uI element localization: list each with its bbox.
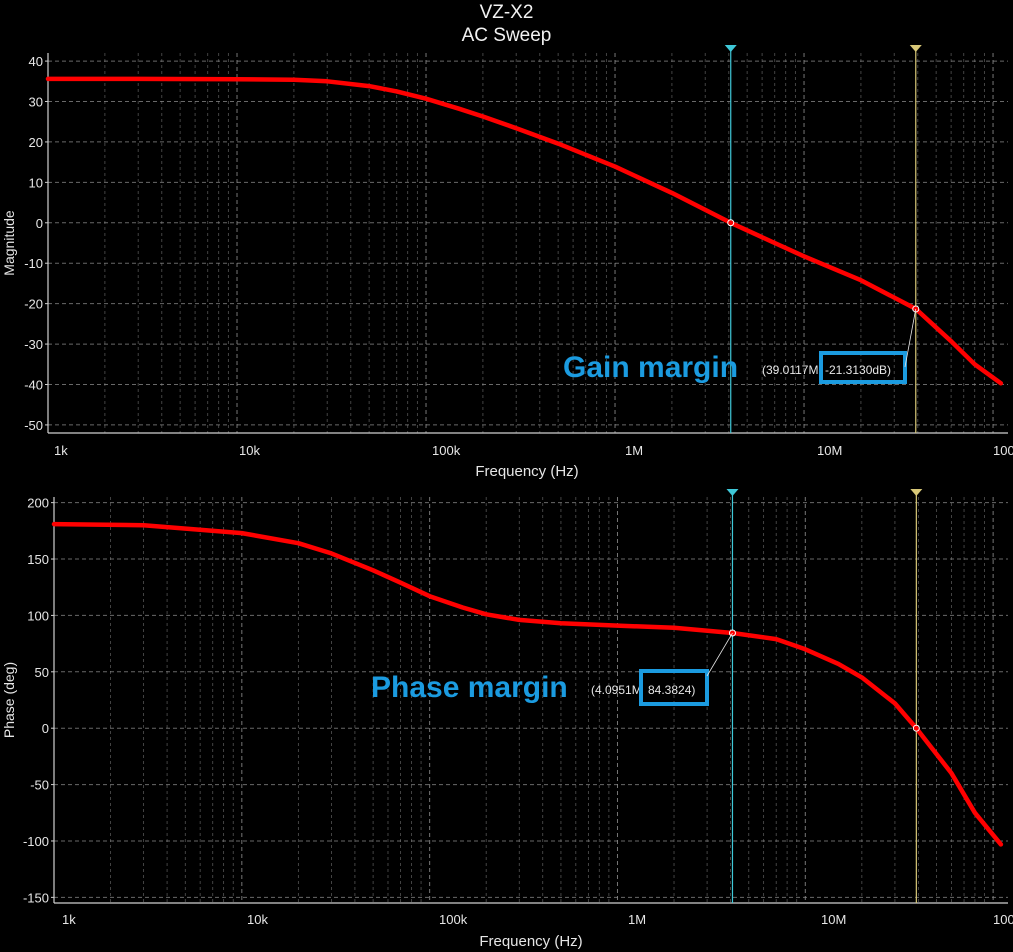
x-tick-label: 100M (993, 443, 1013, 458)
x-tick-label: 1k (54, 443, 68, 458)
cursor-handle-b[interactable] (909, 45, 922, 52)
y-tick-label: -10 (24, 256, 43, 271)
y-tick-label: -100 (23, 834, 49, 849)
y-tick-label: 50 (35, 665, 49, 680)
y-tick-label: 10 (29, 175, 43, 190)
y-tick-label: 0 (42, 721, 49, 736)
y-tick-label: -40 (24, 377, 43, 392)
x-tick-label: 10M (821, 912, 846, 927)
y-tick-label: 200 (27, 496, 49, 511)
data-series-line (45, 76, 1004, 386)
x-tick-label: 100k (439, 912, 468, 927)
x-tick-label: 100M (993, 912, 1013, 927)
y-tick-label: 150 (27, 552, 49, 567)
x-axis-label: Frequency (Hz) (475, 463, 578, 480)
annotation-leader-line (904, 308, 917, 368)
y-axis-label: Phase (deg) (1, 662, 17, 738)
x-tick-label: 100k (432, 443, 461, 458)
annotation-highlight-box (639, 669, 709, 706)
phase-panel: 200 150 100 50 0 -50 -100 -150 1k 10k 100k 1M 10M 100… (1, 489, 1013, 950)
y-tick-label: 0 (36, 216, 43, 231)
data-point-marker (912, 724, 920, 732)
chart-title: VZ-X2 (479, 2, 534, 23)
cursor-handle-a[interactable] (724, 45, 737, 52)
phase-margin-label: Phase margin (371, 671, 568, 704)
annotation-coordinate: (4.0951M (591, 683, 642, 697)
y-axis-label: Magnitude (1, 210, 17, 276)
cursor-handle-a[interactable] (726, 489, 739, 496)
cursor-handle-b[interactable] (910, 489, 923, 496)
x-axis-label: Frequency (Hz) (479, 933, 582, 950)
y-tick-label: -30 (24, 337, 43, 352)
annotation-leader-line (706, 632, 733, 677)
y-tick-label: -50 (24, 418, 43, 433)
y-tick-label: 100 (27, 608, 49, 623)
annotation-highlight-box (819, 351, 907, 384)
x-tick-label: 10M (817, 443, 842, 458)
chart-subtitle: AC Sweep (461, 25, 552, 46)
y-tick-label: -20 (24, 297, 43, 312)
data-point-marker (727, 219, 735, 227)
annotation-value: 84.3824) (648, 683, 695, 697)
data-point-marker (912, 305, 920, 313)
data-series-line (51, 521, 1004, 847)
data-point-marker (728, 629, 736, 637)
x-tick-label: 10k (239, 443, 260, 458)
annotation-coordinate: (39.0117M (762, 363, 818, 377)
gain-margin-label: Gain margin (563, 351, 738, 384)
y-tick-label: 30 (29, 95, 43, 110)
x-tick-label: 1M (628, 912, 646, 927)
x-tick-label: 1k (62, 912, 76, 927)
y-tick-label: -50 (30, 778, 49, 793)
annotation-value: -21.3130dB) (825, 363, 891, 377)
y-tick-label: 20 (29, 135, 43, 150)
y-tick-label: 40 (29, 54, 43, 69)
x-tick-label: 1M (625, 443, 643, 458)
x-tick-label: 10k (247, 912, 268, 927)
y-tick-label: -150 (23, 890, 49, 905)
magnitude-panel: 40 30 20 10 0 -10 -20 -30 -40 -50 1k 10k 100k 1M 10M 10… (1, 45, 1013, 480)
